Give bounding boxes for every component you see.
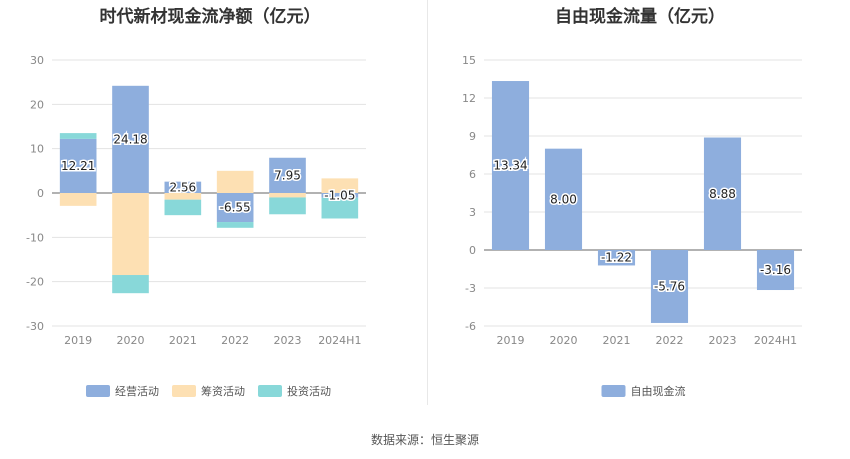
right-legend-swatch bbox=[601, 385, 626, 397]
right-chart-title: 自由现金流量（亿元） bbox=[555, 7, 725, 27]
right-bar-2019 bbox=[491, 81, 530, 250]
right-y-tick-label: -3 bbox=[465, 282, 476, 295]
left-bar-2020 bbox=[112, 193, 149, 276]
left-x-tick-label: 2021 bbox=[169, 334, 197, 347]
left-bar-2023 bbox=[269, 157, 306, 193]
left-bar-2019 bbox=[59, 193, 97, 206]
source-note: 数据来源：恒生聚源 bbox=[370, 433, 479, 447]
right-bar-2022 bbox=[650, 250, 689, 323]
left-data-label: -6.55 bbox=[220, 201, 251, 215]
left-bar-2022 bbox=[216, 170, 254, 193]
left-legend-swatch bbox=[86, 385, 110, 397]
left-y-tick-label: 20 bbox=[30, 98, 44, 111]
left-bar-2024H1 bbox=[321, 193, 359, 198]
left-data-label: 7.95 bbox=[274, 168, 301, 182]
left-bar-2023 bbox=[269, 193, 306, 198]
left-bar-2019 bbox=[59, 138, 97, 193]
left-x-tick-label: 2024H1 bbox=[318, 334, 361, 347]
left-y-tick-label: -20 bbox=[26, 276, 44, 289]
left-y-tick-label: -10 bbox=[26, 231, 44, 244]
left-bar-2021 bbox=[164, 181, 202, 193]
left-data-label: 12.21 bbox=[61, 159, 95, 173]
left-bar-2024H1 bbox=[321, 178, 359, 193]
left-data-label: -1.05 bbox=[324, 188, 355, 202]
right-data-label: 8.00 bbox=[550, 192, 577, 206]
left-bar-2021 bbox=[164, 193, 202, 200]
left-legend-label: 经营活动 bbox=[115, 384, 159, 398]
right-data-label: 13.34 bbox=[493, 159, 527, 173]
right-x-tick-label: 2022 bbox=[656, 334, 684, 347]
right-x-tick-label: 2021 bbox=[603, 334, 631, 347]
right-y-tick-label: -6 bbox=[465, 320, 476, 333]
right-bar-2021 bbox=[597, 250, 636, 266]
left-bar-2022 bbox=[216, 193, 254, 223]
left-legend-label: 投资活动 bbox=[287, 384, 331, 398]
left-bar-2023 bbox=[269, 197, 306, 215]
right-y-tick-label: 3 bbox=[469, 206, 476, 219]
right-y-tick-label: 9 bbox=[469, 130, 476, 143]
right-data-label: 8.88 bbox=[709, 187, 736, 201]
left-data-label: 24.18 bbox=[113, 132, 147, 146]
left-x-tick-label: 2023 bbox=[274, 334, 302, 347]
right-data-label: -1.22 bbox=[601, 251, 632, 265]
right-x-tick-label: 2019 bbox=[497, 334, 525, 347]
right-y-tick-label: 12 bbox=[462, 92, 476, 105]
free-cash-flow-chart: 15 12 9 6 3 0 -3 -6 2019 13.34 2020 8.00 2021 -1.22 20… bbox=[462, 54, 802, 398]
left-y-tick-label: 30 bbox=[30, 54, 44, 67]
right-bar-2024H1 bbox=[756, 250, 795, 291]
right-data-label: -3.16 bbox=[760, 263, 791, 277]
left-legend-label: 筹资活动 bbox=[201, 384, 245, 398]
left-y-tick-label: 0 bbox=[37, 187, 44, 200]
left-bar-2024H1 bbox=[321, 197, 359, 219]
chart-divider bbox=[427, 0, 428, 405]
right-data-label: -5.76 bbox=[654, 279, 685, 293]
left-bar-2019 bbox=[59, 133, 97, 139]
left-legend-swatch bbox=[258, 385, 282, 397]
right-bar-2020 bbox=[544, 148, 583, 250]
right-x-tick-label: 2020 bbox=[550, 334, 578, 347]
right-y-tick-label: 6 bbox=[469, 168, 476, 181]
left-bar-2022 bbox=[216, 222, 254, 228]
right-y-tick-label: 0 bbox=[469, 244, 476, 257]
right-bar-2023 bbox=[703, 137, 742, 250]
right-x-tick-label: 2023 bbox=[709, 334, 737, 347]
left-bar-2020 bbox=[112, 275, 149, 294]
left-x-tick-label: 2020 bbox=[117, 334, 145, 347]
left-chart-title: 时代新材现金流净额（亿元） bbox=[99, 7, 321, 27]
left-data-label: 2.56 bbox=[169, 180, 196, 194]
cash-flow-net-chart: 30 20 10 0 -10 -20 -30 2019 12.21 2020 24.18 2021 2.… bbox=[26, 54, 366, 398]
right-x-tick-label: 2024H1 bbox=[754, 334, 797, 347]
right-legend-label: 自由现金流 bbox=[631, 384, 686, 398]
left-x-tick-label: 2019 bbox=[64, 334, 92, 347]
right-y-tick-label: 15 bbox=[462, 54, 476, 67]
left-bar-2020 bbox=[112, 85, 149, 193]
left-bar-2021 bbox=[164, 199, 202, 216]
left-y-tick-label: 10 bbox=[30, 143, 44, 156]
left-legend-swatch bbox=[172, 385, 196, 397]
left-x-tick-label: 2022 bbox=[221, 334, 249, 347]
left-y-tick-label: -30 bbox=[26, 320, 44, 333]
